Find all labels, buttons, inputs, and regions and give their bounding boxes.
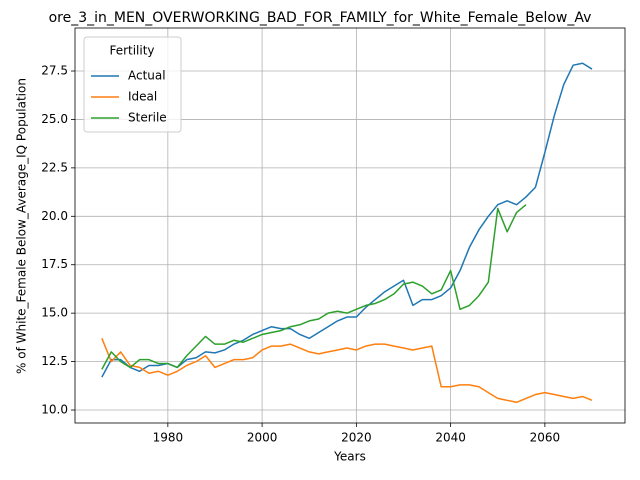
y-tick-label: 12.5	[41, 354, 68, 368]
y-tick-label: 17.5	[41, 257, 68, 271]
legend: Fertility Actual Ideal Sterile	[83, 36, 182, 133]
x-axis-label: Years	[333, 450, 366, 464]
series-line	[101, 62, 593, 378]
x-tick-label: 2060	[530, 431, 561, 445]
legend-title: Fertility	[109, 44, 154, 58]
y-tick-label: 15.0	[41, 306, 68, 320]
x-tick-label: 2000	[247, 431, 278, 445]
legend-box	[83, 36, 182, 133]
legend-label: Ideal	[128, 90, 157, 104]
chart-title: ore_3_in_MEN_OVERWORKING_BAD_FOR_FAMILY_…	[49, 10, 592, 26]
y-axis-label: % of White_Female Below_Average_IQ Popul…	[15, 78, 29, 374]
y-tick-label: 22.5	[41, 160, 68, 174]
legend-label: Actual	[128, 69, 166, 83]
series-line	[101, 204, 527, 370]
y-tick-label: 10.0	[41, 403, 68, 417]
y-tick-label: 27.5	[41, 64, 68, 78]
x-tick-label: 2040	[435, 431, 466, 445]
x-tick-label: 2020	[341, 431, 372, 445]
x-tick-label: 1980	[153, 431, 184, 445]
plot-frame	[74, 27, 626, 424]
series-line	[101, 338, 593, 404]
y-tick-label: 20.0	[41, 209, 68, 223]
y-tick-label: 25.0	[41, 112, 68, 126]
legend-label: Sterile	[128, 111, 167, 125]
